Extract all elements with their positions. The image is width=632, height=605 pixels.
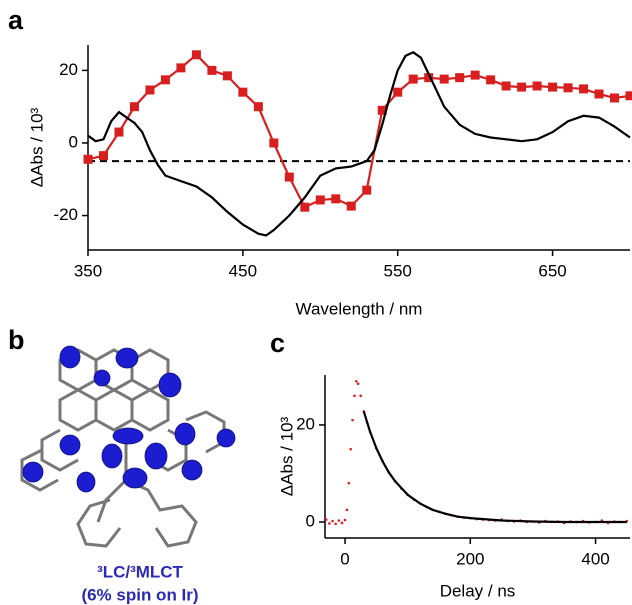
data-point [355, 380, 358, 383]
data-point [349, 448, 352, 451]
marker [161, 75, 170, 84]
data-point [357, 382, 360, 385]
marker [130, 102, 139, 111]
caption: (6% spin on Ir) [81, 585, 198, 604]
data-line [364, 411, 627, 522]
data-point [337, 519, 340, 522]
y-tick-label: 20 [59, 60, 78, 79]
caption: ³LC/³MLCT [97, 562, 184, 581]
marker [347, 202, 356, 211]
marker [393, 88, 402, 97]
panel-label: a [8, 5, 24, 35]
data-point [347, 482, 350, 485]
data-point [334, 523, 337, 526]
y-tick-label: 20 [296, 414, 315, 433]
marker [192, 50, 201, 59]
marker [471, 71, 480, 80]
marker [238, 88, 247, 97]
x-tick-label: 650 [538, 261, 566, 280]
marker [285, 173, 294, 182]
marker [626, 91, 632, 100]
x-axis-label: Delay / ns [440, 581, 516, 600]
data-point [353, 395, 356, 398]
marker [254, 102, 263, 111]
x-tick-label: 400 [581, 549, 609, 568]
y-axis-label: ΔAbs / 10³ [277, 416, 296, 496]
y-tick-label: -20 [53, 205, 78, 224]
marker [316, 195, 325, 204]
data-point [359, 395, 362, 398]
marker [99, 151, 108, 160]
y-axis-label: ΔAbs / 10³ [27, 107, 46, 187]
marker [176, 63, 185, 72]
marker [223, 71, 232, 80]
molecule [22, 346, 235, 546]
x-tick-label: 450 [229, 261, 257, 280]
panel-label: c [270, 328, 285, 358]
marker [84, 155, 93, 164]
marker [548, 83, 557, 92]
data-point [344, 519, 347, 522]
marker [455, 73, 464, 82]
x-tick-label: 350 [74, 261, 102, 280]
marker [331, 194, 340, 203]
figure: a b c ³LC/³MLCT (6% spin on Ir) 350 450 55… [0, 0, 632, 605]
data-point [328, 522, 331, 525]
marker [362, 186, 371, 195]
marker [533, 82, 542, 91]
marker [409, 75, 418, 84]
x-tick-label: 0 [340, 549, 349, 568]
marker [579, 84, 588, 93]
marker [486, 75, 495, 84]
marker [114, 128, 123, 137]
marker [595, 89, 604, 98]
y-tick-label: 0 [69, 132, 78, 151]
x-axis-label: Wavelength / nm [296, 299, 423, 318]
marker [269, 138, 278, 147]
marker [207, 66, 216, 75]
data-point [331, 520, 334, 523]
x-tick-label: 200 [456, 549, 484, 568]
marker [502, 82, 511, 91]
data-point [341, 522, 344, 525]
marker [564, 83, 573, 92]
marker [145, 85, 154, 94]
marker [517, 83, 526, 92]
marker [610, 93, 619, 102]
x-tick-label: 550 [384, 261, 412, 280]
y-tick-label: 0 [306, 511, 315, 530]
data-point [351, 419, 354, 422]
data-point [325, 518, 328, 521]
marker [300, 203, 309, 212]
marker [440, 75, 449, 84]
data-point [346, 509, 349, 512]
panel-label: b [8, 325, 25, 355]
